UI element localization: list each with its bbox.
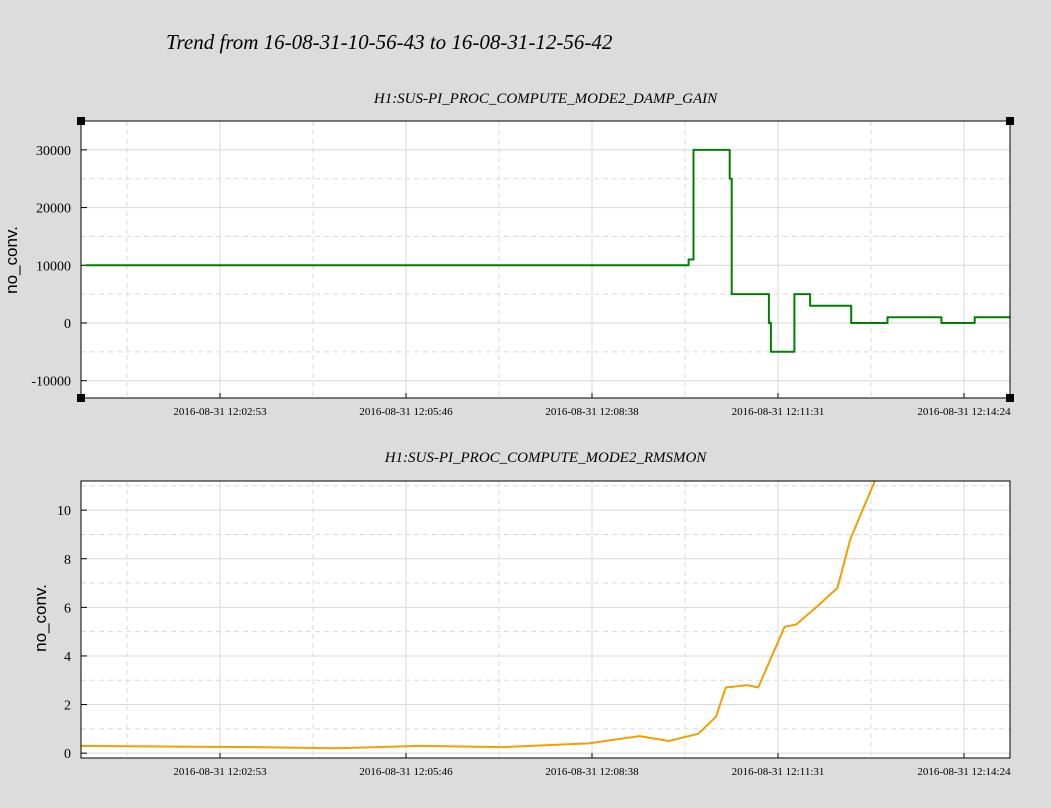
data-point bbox=[730, 293, 733, 295]
series-line bbox=[81, 481, 876, 750]
data-point bbox=[795, 623, 798, 626]
resize-handle[interactable] bbox=[1006, 117, 1014, 125]
data-point bbox=[771, 655, 773, 657]
data-point bbox=[768, 322, 770, 324]
resize-handle[interactable] bbox=[1006, 394, 1014, 402]
panel-title: H1:SUS-PI_PROC_COMPUTE_MODE2_DAMP_GAIN bbox=[373, 91, 718, 107]
data-point bbox=[757, 686, 759, 689]
data-point bbox=[730, 177, 733, 180]
x-tick-label: 2016-08-31 12:08:38 bbox=[545, 406, 639, 418]
data-point bbox=[692, 149, 695, 151]
figure-title: Trend from 16-08-31-10-56-43 to 16-08-31… bbox=[166, 30, 613, 54]
y-tick-label: 30000 bbox=[36, 144, 71, 159]
x-tick-label: 2016-08-31 12:14:24 bbox=[917, 406, 1011, 418]
data-point bbox=[501, 746, 504, 748]
data-point bbox=[940, 316, 943, 319]
data-point bbox=[687, 258, 690, 261]
data-point bbox=[587, 742, 590, 745]
y-tick-label: 10 bbox=[57, 504, 71, 519]
data-point bbox=[793, 351, 796, 353]
y-tick-label: 0 bbox=[64, 317, 71, 332]
data-point bbox=[725, 686, 727, 689]
data-point bbox=[419, 745, 421, 747]
data-point bbox=[809, 293, 811, 295]
resize-handle[interactable] bbox=[77, 117, 85, 125]
y-tick-label: 20000 bbox=[36, 202, 71, 217]
x-tick-label: 2016-08-31 12:05:46 bbox=[359, 766, 453, 778]
x-tick-label: 2016-08-31 12:05:46 bbox=[359, 406, 453, 418]
x-tick-label: 2016-08-31 12:11:31 bbox=[732, 766, 825, 778]
data-point bbox=[715, 715, 717, 718]
data-point bbox=[687, 264, 690, 267]
data-point bbox=[809, 304, 811, 307]
data-point bbox=[886, 316, 889, 319]
plot-frame bbox=[80, 480, 1011, 759]
data-point bbox=[746, 684, 749, 686]
data-point bbox=[973, 322, 976, 324]
x-tick-label: 2016-08-31 12:02:53 bbox=[173, 406, 267, 418]
data-point bbox=[973, 316, 976, 319]
data-point bbox=[886, 322, 889, 324]
damp-gain-panel: -10000 0 10000 20000 30000 2016-08-31 12:02:5… bbox=[2, 91, 1014, 418]
y-tick-label: 2 bbox=[64, 699, 71, 714]
data-point bbox=[85, 264, 87, 267]
data-point bbox=[836, 587, 839, 589]
data-point bbox=[697, 732, 700, 735]
y-axis-label: no_conv. bbox=[31, 584, 50, 652]
x-tick-label: 2016-08-31 12:11:31 bbox=[732, 406, 825, 418]
data-point bbox=[638, 735, 641, 737]
data-point bbox=[783, 625, 786, 628]
series-line bbox=[85, 148, 1010, 353]
y-tick-label: 10000 bbox=[36, 259, 71, 274]
y-tick-label: 0 bbox=[64, 747, 71, 762]
rmsmon-panel: 0 2 4 6 8 10 2016-08-31 12:02:53 2016-08-31 12:… bbox=[31, 450, 1011, 778]
resize-handle[interactable] bbox=[77, 394, 85, 402]
data-point bbox=[334, 747, 337, 750]
x-tick-label: 2016-08-31 12:02:53 bbox=[173, 766, 267, 778]
data-point bbox=[850, 304, 853, 307]
data-point bbox=[249, 746, 252, 748]
data-point bbox=[692, 258, 695, 261]
y-tick-label: 8 bbox=[64, 553, 71, 568]
y-tick-label: 4 bbox=[64, 650, 71, 665]
x-tick-label: 2016-08-31 12:08:38 bbox=[545, 766, 639, 778]
y-tick-label: 6 bbox=[64, 601, 71, 616]
y-axis-label: no_conv. bbox=[2, 226, 21, 294]
data-point bbox=[768, 293, 770, 295]
data-point bbox=[815, 606, 817, 609]
plot-frame bbox=[80, 120, 1011, 399]
data-point bbox=[850, 322, 853, 324]
data-point bbox=[793, 293, 796, 295]
data-point bbox=[728, 149, 731, 151]
data-point bbox=[728, 177, 731, 180]
data-point bbox=[668, 740, 670, 742]
data-point bbox=[849, 538, 852, 541]
y-tick-label: -10000 bbox=[31, 375, 71, 390]
panel-title: H1:SUS-PI_PROC_COMPUTE_MODE2_RMSMON bbox=[384, 450, 708, 466]
x-tick-label: 2016-08-31 12:14:24 bbox=[917, 766, 1011, 778]
data-point bbox=[940, 322, 943, 324]
data-point bbox=[770, 351, 772, 353]
data-point bbox=[770, 322, 772, 324]
